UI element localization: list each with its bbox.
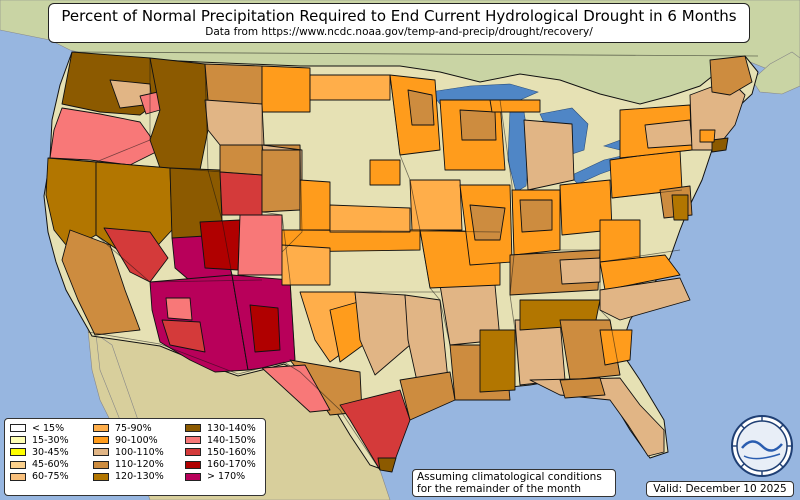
- legend-swatch: [93, 472, 109, 481]
- region-colorado-n: [261, 149, 301, 213]
- assumption-note-line-2: for the remainder of the month: [417, 483, 582, 495]
- legend-column-1: < 15% 15-30% 30-45% 45-60% 60-75%: [10, 422, 69, 483]
- region-west-virginia: [599, 219, 641, 263]
- legend-swatch: [185, 448, 201, 457]
- legend-item: < 15%: [10, 422, 69, 434]
- legend-label: 110-120%: [115, 459, 164, 471]
- region-maine: [709, 55, 753, 96]
- state-borders: [47, 51, 759, 471]
- legend-label: 100-110%: [115, 446, 164, 458]
- valid-date: Valid: December 10 2025: [646, 481, 794, 497]
- legend-item: 130-140%: [185, 422, 256, 434]
- region-sd-east: [369, 159, 401, 186]
- legend-swatch: [185, 460, 201, 469]
- legend-swatch: [93, 436, 109, 445]
- map-title-box: Percent of Normal Precipitation Required…: [48, 3, 750, 43]
- legend-label: 30-45%: [32, 446, 69, 458]
- region-colorado-nw: [219, 171, 263, 216]
- region-arizona-sw: [165, 297, 193, 321]
- region-colorado-east: [237, 214, 283, 276]
- legend-column-3: 130-140% 140-150% 150-160% 160-170% > 17…: [185, 422, 256, 483]
- legend-label: 90-100%: [115, 434, 158, 446]
- legend-column-2: 75-90% 90-100% 100-110% 110-120% 120-130…: [93, 422, 164, 483]
- region-mississippi: [479, 329, 516, 393]
- legend-item: 120-130%: [93, 471, 164, 483]
- region-kansas-west: [281, 244, 331, 286]
- legend-item: 110-120%: [93, 459, 164, 471]
- region-indiana-central: [519, 199, 553, 233]
- region-nd: [309, 74, 391, 101]
- region-iowa: [409, 179, 463, 231]
- legend-swatch: [10, 460, 26, 469]
- legend: < 15% 15-30% 30-45% 45-60% 60-75% 75-90%…: [4, 418, 266, 496]
- region-montana-east: [261, 65, 311, 113]
- legend-swatch: [10, 436, 26, 445]
- region-delmarva: [671, 194, 689, 221]
- legend-swatch: [10, 448, 26, 457]
- region-idaho: [149, 57, 211, 171]
- legend-item: 150-160%: [185, 446, 256, 458]
- region-florida: [529, 377, 665, 457]
- assumption-note: Assuming climatological conditions for t…: [412, 469, 616, 497]
- region-sc: [599, 329, 633, 366]
- legend-label: 120-130%: [115, 471, 164, 483]
- legend-swatch: [93, 424, 109, 433]
- legend-label: 150-160%: [207, 446, 256, 458]
- maritime-land: [751, 51, 800, 95]
- legend-label: 130-140%: [207, 422, 256, 434]
- legend-swatch: [185, 424, 201, 433]
- drought-regions: [45, 51, 753, 473]
- region-minnesota-east: [407, 89, 435, 126]
- region-illinois-south: [469, 204, 506, 241]
- legend-swatch: [93, 448, 109, 457]
- legend-item: 15-30%: [10, 434, 69, 446]
- region-virginia: [599, 254, 681, 291]
- legend-label: 140-150%: [207, 434, 256, 446]
- region-massachusetts: [699, 129, 716, 143]
- legend-label: 160-170%: [207, 459, 256, 471]
- region-cape: [711, 137, 729, 153]
- legend-item: > 170%: [185, 471, 256, 483]
- legend-swatch: [10, 472, 26, 481]
- legend-swatch: [185, 436, 201, 445]
- legend-item: 75-90%: [93, 422, 164, 434]
- region-nm-core: [249, 304, 281, 353]
- legend-label: < 15%: [32, 422, 65, 434]
- region-colorado-sw: [199, 219, 241, 271]
- region-nebraska-east: [329, 204, 411, 233]
- region-california-central: [61, 229, 141, 336]
- legend-item: 100-110%: [93, 446, 164, 458]
- legend-item: 60-75%: [10, 471, 69, 483]
- legend-item: 45-60%: [10, 459, 69, 471]
- legend-label: 75-90%: [115, 422, 152, 434]
- region-kentucky-east: [559, 257, 601, 285]
- legend-label: 60-75%: [32, 471, 69, 483]
- region-texas-tip: [377, 457, 397, 473]
- legend-item: 160-170%: [185, 459, 256, 471]
- assumption-note-line-1: Assuming climatological conditions: [417, 471, 602, 483]
- legend-swatch: [93, 460, 109, 469]
- legend-label: > 170%: [207, 471, 246, 483]
- nexlab-logo: [731, 415, 793, 477]
- map-title: Percent of Normal Precipitation Required…: [61, 7, 737, 25]
- map-subtitle: Data from https://www.ncdc.noaa.gov/temp…: [205, 26, 593, 38]
- region-michigan: [523, 119, 575, 191]
- legend-swatch: [10, 424, 26, 433]
- region-michigan-up: [489, 99, 541, 113]
- legend-label: 45-60%: [32, 459, 69, 471]
- legend-label: 15-30%: [32, 434, 69, 446]
- region-florida-panhandle: [559, 377, 606, 399]
- legend-swatch: [185, 472, 201, 481]
- region-arizona-south: [161, 319, 206, 353]
- region-wisconsin-north: [459, 109, 497, 141]
- legend-item: 140-150%: [185, 434, 256, 446]
- legend-item: 90-100%: [93, 434, 164, 446]
- region-nevada-south: [103, 227, 169, 283]
- region-nebraska: [299, 179, 331, 233]
- legend-item: 30-45%: [10, 446, 69, 458]
- region-texas-central: [354, 291, 411, 376]
- region-new-york-east: [644, 119, 693, 149]
